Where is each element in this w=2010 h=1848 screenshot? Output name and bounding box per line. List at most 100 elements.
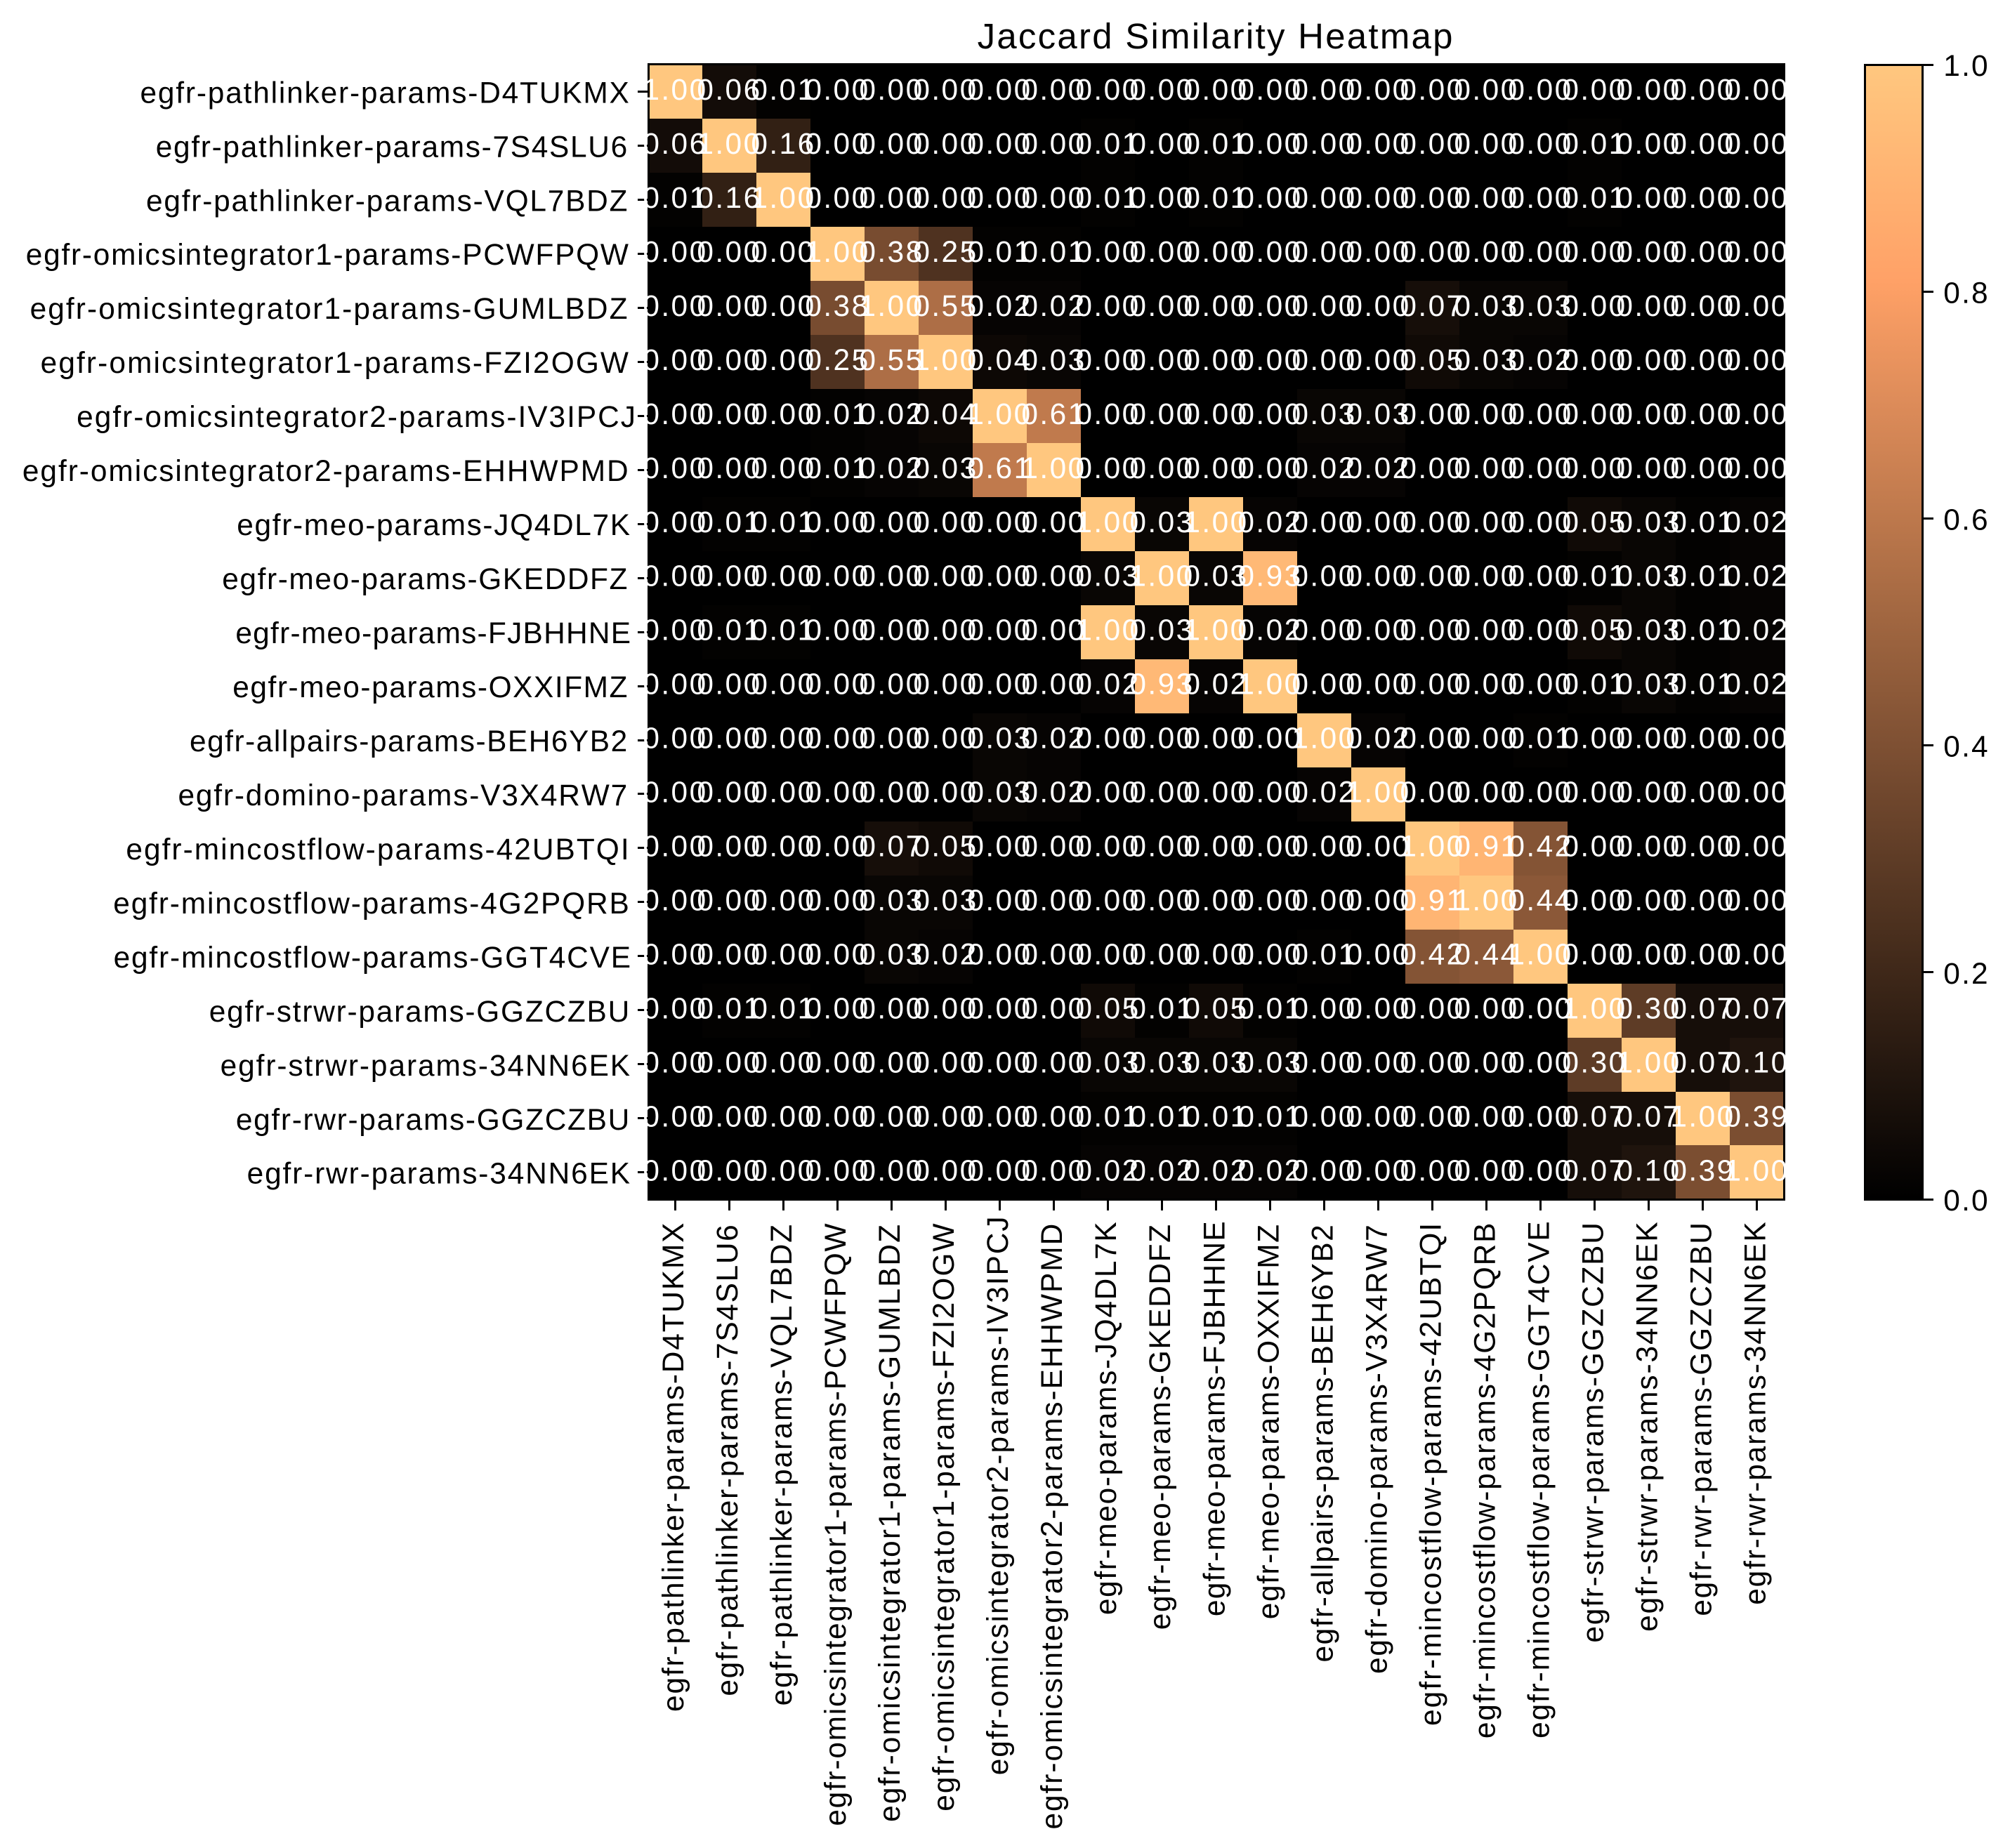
svg-text:0.00: 0.00 [1670,73,1735,106]
svg-text:0.01: 0.01 [751,614,815,647]
svg-text:0.00: 0.00 [1724,938,1789,971]
svg-text:0.03: 0.03 [1616,506,1681,539]
svg-text:0.00: 0.00 [643,343,707,376]
svg-text:0.00: 0.00 [1292,1100,1356,1133]
svg-text:0.00: 0.00 [1075,289,1140,322]
svg-text:1.00: 1.00 [1075,506,1140,539]
svg-text:0.00: 0.00 [1400,451,1464,484]
svg-text:0.00: 0.00 [1075,235,1140,268]
svg-text:0.00: 0.00 [1400,776,1464,809]
svg-text:0.01: 0.01 [751,506,815,539]
svg-text:0.00: 0.00 [805,181,869,214]
svg-text:0.00: 0.00 [1129,181,1194,214]
svg-text:0.00: 0.00 [1616,722,1681,755]
svg-text:0.00: 0.00 [1129,451,1194,484]
svg-text:0.01: 0.01 [1670,668,1735,701]
svg-text:0.00: 0.00 [1562,451,1627,484]
svg-text:0.02: 0.02 [1237,614,1302,647]
svg-text:0.00: 0.00 [1346,1100,1410,1133]
svg-text:0.00: 0.00 [1183,722,1248,755]
svg-text:0.00: 0.00 [1183,830,1248,863]
svg-text:egfr-mincostflow-params-42UBTQ: egfr-mincostflow-params-42UBTQI [126,833,630,866]
svg-text:0.02: 0.02 [1724,560,1789,593]
svg-text:0.00: 0.00 [751,343,815,376]
svg-text:0.01: 0.01 [967,235,1032,268]
svg-text:0.00: 0.00 [967,992,1032,1025]
svg-text:egfr-allpairs-params-BEH6YB2: egfr-allpairs-params-BEH6YB2 [1306,1224,1339,1663]
svg-text:0.00: 0.00 [1670,830,1735,863]
svg-text:0.00: 0.00 [967,938,1032,971]
svg-text:0.00: 0.00 [1670,722,1735,755]
svg-text:0.00: 0.00 [751,235,815,268]
svg-text:1.00: 1.00 [1237,668,1302,701]
svg-text:0.00: 0.00 [967,614,1032,647]
svg-text:0.38: 0.38 [805,289,869,322]
svg-text:1.00: 1.00 [1670,1100,1735,1133]
svg-text:0.00: 0.00 [1508,1154,1572,1187]
svg-text:0.00: 0.00 [1670,451,1735,484]
svg-text:0.00: 0.00 [1562,938,1627,971]
svg-text:0.01: 0.01 [1183,127,1248,160]
svg-text:0.00: 0.00 [1021,992,1086,1025]
svg-text:0.00: 0.00 [1562,343,1627,376]
svg-text:0.03: 0.03 [1129,506,1194,539]
svg-text:0.02: 0.02 [1292,451,1356,484]
svg-text:0.01: 0.01 [1237,1100,1302,1133]
svg-text:0.00: 0.00 [1724,127,1789,160]
svg-text:0.05: 0.05 [1562,506,1627,539]
svg-text:0.39: 0.39 [1670,1154,1735,1187]
svg-text:0.00: 0.00 [805,1154,869,1187]
svg-text:0.00: 0.00 [697,397,761,430]
svg-text:0.25: 0.25 [805,343,869,376]
svg-text:1.00: 1.00 [859,289,924,322]
svg-text:0.00: 0.00 [1508,776,1572,809]
svg-text:0.00: 0.00 [1346,560,1410,593]
svg-text:0.05: 0.05 [1075,992,1140,1025]
svg-text:egfr-omicsintegrator1-params-G: egfr-omicsintegrator1-params-GUMLBDZ [30,292,629,325]
svg-text:0.00: 0.00 [1508,506,1572,539]
svg-text:0.00: 0.00 [805,938,869,971]
svg-text:0.61: 0.61 [1021,397,1086,430]
svg-text:0.03: 0.03 [967,722,1032,755]
svg-text:0.00: 0.00 [1454,1045,1518,1078]
svg-text:0.00: 0.00 [1237,938,1302,971]
svg-text:0.00: 0.00 [805,127,869,160]
svg-text:0.00: 0.00 [1616,181,1681,214]
svg-text:0.00: 0.00 [697,1154,761,1187]
svg-text:0.00: 0.00 [1129,830,1194,863]
svg-text:0.00: 0.00 [643,289,707,322]
svg-text:0.00: 0.00 [1616,289,1681,322]
svg-text:0.6: 0.6 [1943,503,1990,536]
svg-text:egfr-omicsintegrator1-params-P: egfr-omicsintegrator1-params-PCWFPQW [26,238,630,271]
svg-text:egfr-pathlinker-params-VQL7BDZ: egfr-pathlinker-params-VQL7BDZ [765,1223,798,1705]
svg-text:0.00: 0.00 [1075,884,1140,917]
svg-text:egfr-strwr-params-34NN6EK: egfr-strwr-params-34NN6EK [1630,1220,1663,1631]
svg-text:0.00: 0.00 [751,884,815,917]
svg-text:0.00: 0.00 [751,397,815,430]
svg-text:0.00: 0.00 [1508,560,1572,593]
svg-text:0.00: 0.00 [1508,73,1572,106]
svg-text:0.00: 0.00 [967,1045,1032,1078]
svg-text:egfr-rwr-params-GGZCZBU: egfr-rwr-params-GGZCZBU [236,1103,631,1136]
svg-text:0.00: 0.00 [1400,614,1464,647]
svg-text:0.00: 0.00 [643,614,707,647]
svg-text:0.00: 0.00 [805,506,869,539]
svg-text:0.01: 0.01 [1021,235,1086,268]
svg-text:0.02: 0.02 [1129,1154,1194,1187]
svg-text:0.00: 0.00 [967,73,1032,106]
svg-text:0.00: 0.00 [1292,560,1356,593]
svg-text:0.00: 0.00 [1346,992,1410,1025]
svg-text:0.00: 0.00 [1237,722,1302,755]
svg-text:0.00: 0.00 [643,1045,707,1078]
svg-text:0.00: 0.00 [751,560,815,593]
svg-text:0.06: 0.06 [643,127,707,160]
svg-text:0.00: 0.00 [1454,722,1518,755]
svg-text:0.00: 0.00 [1616,397,1681,430]
svg-text:egfr-meo-params-OXXIFMZ: egfr-meo-params-OXXIFMZ [232,671,629,704]
svg-text:0.01: 0.01 [1237,992,1302,1025]
svg-text:0.00: 0.00 [1237,127,1302,160]
svg-text:0.00: 0.00 [1021,614,1086,647]
svg-text:egfr-omicsintegrator1-params-P: egfr-omicsintegrator1-params-PCWFPQW [819,1222,852,1826]
svg-text:0.8: 0.8 [1943,276,1990,309]
svg-text:0.00: 0.00 [643,830,707,863]
